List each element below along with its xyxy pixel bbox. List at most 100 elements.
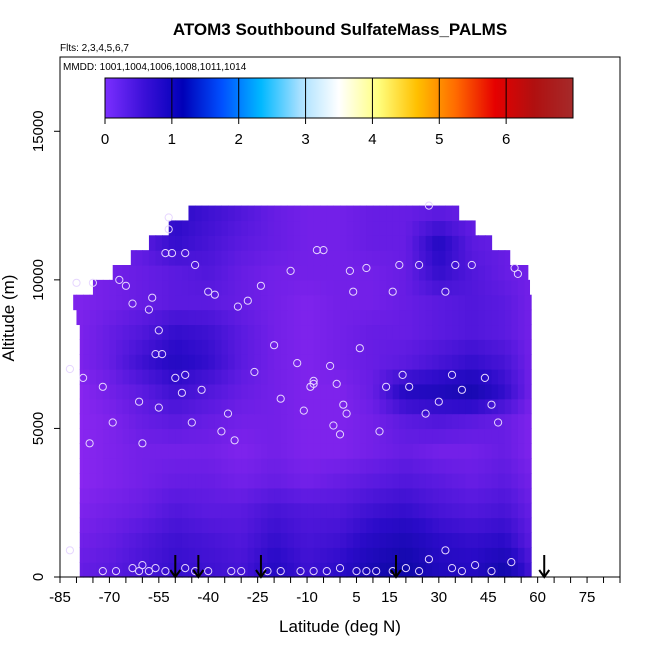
heatmap-cell (109, 502, 117, 519)
heatmap-cell (300, 235, 308, 251)
heatmap-cell (412, 502, 420, 519)
heatmap-cell (346, 279, 354, 296)
heatmap-cell (260, 309, 269, 326)
heatmap-cell (208, 428, 216, 444)
heatmap-cell (366, 324, 374, 340)
heatmap-cell (333, 458, 341, 474)
heatmap-cell (425, 339, 433, 355)
heatmap-cell (445, 235, 453, 251)
heatmap-cell (89, 547, 97, 563)
sample-point (154, 403, 163, 412)
heatmap-cell (201, 354, 209, 370)
heatmap-cell (504, 250, 511, 266)
heatmap-cell (195, 398, 203, 415)
heatmap-cell (122, 398, 130, 415)
heatmap-cell (89, 428, 97, 444)
heatmap-cell (300, 339, 308, 355)
heatmap-cell (260, 354, 269, 370)
heatmap-cell (313, 250, 321, 266)
heatmap-cell (129, 413, 137, 430)
heatmap-cell (425, 532, 433, 548)
heatmap-cell (168, 532, 176, 548)
heatmap-cell (254, 398, 262, 415)
heatmap-cell (419, 398, 427, 415)
heatmap-cell (260, 294, 269, 311)
heatmap-cell (135, 324, 143, 340)
sample-point (65, 364, 75, 374)
heatmap-cell (274, 547, 282, 563)
heatmap-cell (511, 487, 519, 504)
heatmap-cell (201, 517, 209, 534)
heatmap-cell (135, 339, 143, 355)
heatmap-cell (260, 443, 269, 459)
heatmap-cell (142, 547, 150, 563)
heatmap-cell (162, 487, 170, 504)
heatmap-cell (175, 294, 183, 311)
heatmap-cell (214, 547, 223, 563)
heatmap-cell (386, 502, 394, 519)
heatmap-cell (438, 383, 447, 400)
heatmap-cell (498, 532, 506, 548)
heatmap-cell (524, 369, 532, 385)
heatmap-cell (228, 428, 236, 444)
heatmap-cell (425, 502, 433, 519)
x-axis: -85 -70 -55 -40 -25 -10 5 15 30 45 60 75 (49, 577, 621, 606)
heatmap-cell (234, 502, 242, 519)
x-axis-label: Latitude (deg N) (279, 617, 401, 636)
heatmap-cell (498, 354, 506, 370)
heatmap-cell (438, 205, 447, 222)
heatmap-cell (254, 487, 262, 504)
heatmap-cell (287, 443, 295, 459)
heatmap-cell (313, 339, 321, 355)
heatmap-cell (491, 458, 499, 474)
sample-point (471, 561, 480, 570)
heatmap-cell (260, 369, 269, 385)
heatmap-cell (326, 235, 335, 251)
heatmap-cell (116, 473, 124, 489)
heatmap-cell (214, 279, 223, 296)
sample-point (230, 436, 239, 445)
heatmap-cell (320, 383, 328, 400)
heatmap-cell (438, 339, 447, 355)
heatmap-cell (293, 458, 302, 474)
heatmap-cell (452, 517, 460, 534)
heatmap-cell (214, 517, 223, 534)
heatmap-cell (412, 265, 420, 281)
heatmap-cell (465, 220, 473, 236)
heatmap-cell (116, 458, 124, 474)
heatmap-cell (340, 517, 348, 534)
heatmap-cell (168, 473, 176, 489)
heatmap-cell (188, 369, 196, 385)
heatmap-cell (267, 487, 275, 504)
heatmap-cell (102, 398, 111, 415)
heatmap-cell (102, 339, 111, 355)
heatmap-cell (234, 413, 242, 430)
heatmap-cell (511, 294, 519, 311)
heatmap-cell (478, 339, 486, 355)
heatmap-cell (168, 547, 176, 563)
heatmap-cell (208, 443, 216, 459)
heatmap-cell (392, 502, 400, 519)
heatmap-cell (175, 562, 183, 578)
heatmap-cell (399, 354, 407, 370)
heatmap-cell (221, 369, 229, 385)
heatmap-cell (307, 309, 315, 326)
heatmap-cell (214, 532, 223, 548)
sample-point (319, 246, 328, 255)
heatmap-cell (208, 205, 216, 222)
heatmap-cell (79, 458, 84, 474)
heatmap-cell (181, 324, 190, 340)
heatmap-cell (148, 279, 157, 296)
heatmap-cell (208, 354, 216, 370)
heatmap-cell (491, 383, 499, 400)
sample-point (467, 260, 476, 270)
heatmap-cell (320, 339, 328, 355)
heatmap-cell (228, 458, 236, 474)
heatmap-cell (307, 324, 315, 340)
heatmap-cell (405, 250, 414, 266)
heatmap-cell (340, 220, 348, 236)
heatmap-cell (300, 369, 308, 385)
heatmap-cell (333, 205, 341, 222)
heatmap-cell (181, 235, 190, 251)
heatmap-cell (76, 309, 84, 326)
